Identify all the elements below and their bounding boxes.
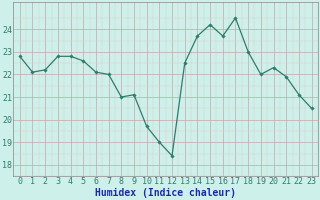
X-axis label: Humidex (Indice chaleur): Humidex (Indice chaleur) — [95, 188, 236, 198]
